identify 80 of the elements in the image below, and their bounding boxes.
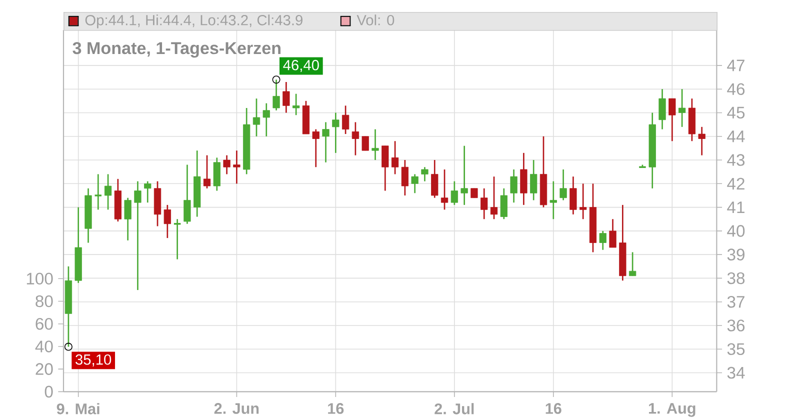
candlestick [599, 230, 606, 251]
candlestick [372, 128, 379, 161]
y-tick-label: 34 [727, 366, 745, 379]
candlestick [480, 188, 488, 220]
candlestick [134, 180, 142, 291]
candlestick [312, 128, 320, 168]
candlestick [411, 174, 418, 194]
candlestick [382, 145, 389, 192]
candlestick [500, 188, 508, 220]
x-tick-label: 16 [328, 403, 344, 414]
candlestick [431, 159, 438, 199]
candlestick [164, 204, 171, 239]
annotation: 35,10 [76, 354, 112, 366]
candlestick [490, 176, 498, 220]
candlestick [658, 88, 666, 130]
candlestick [282, 81, 290, 114]
y-tick-label: 46 [727, 83, 745, 95]
y2-tick-label: 20 [36, 363, 53, 375]
y2-tick-label: 100 [26, 272, 53, 285]
candlestick [550, 180, 557, 220]
candlestick [450, 180, 458, 206]
candlestick [292, 93, 300, 116]
y-tick-label: 39 [727, 248, 744, 260]
candlestick [570, 176, 577, 216]
candlestick [401, 159, 408, 196]
candlestick [678, 88, 686, 128]
candlestick [560, 168, 567, 201]
y-tick-label: 40 [727, 225, 745, 237]
candlestick [421, 166, 428, 182]
x-tick-label: 2. Jul [434, 403, 474, 414]
annotation: 46,40 [283, 60, 319, 72]
candlestick [510, 168, 518, 204]
candlestick [580, 182, 587, 220]
candlestick [520, 152, 528, 206]
y-tick-label: 37 [727, 296, 744, 308]
candlestick [262, 102, 270, 138]
candlestick [629, 252, 636, 277]
candlestick [609, 218, 616, 248]
y2-tick-label: 60 [36, 318, 53, 330]
candlestick [252, 98, 260, 138]
candlestick [342, 104, 350, 135]
text: Op:44.1, Hi:44.4, Lo:43.2, Cl:43.9 [85, 14, 302, 28]
candlestick [203, 154, 211, 190]
text: Vol: 0 [356, 14, 394, 26]
candlestick [233, 150, 240, 184]
x-tick-label: 9. Mai [56, 403, 100, 414]
candlestick [124, 197, 132, 242]
candlestick [104, 174, 112, 210]
candlestick [362, 136, 369, 152]
y-tick-label: 43 [727, 154, 745, 166]
text: 3 Monate, 1-Tages-Kerzen [72, 42, 280, 58]
y-tick-label: 42 [727, 178, 744, 190]
candlestick [530, 159, 538, 201]
y-tick-label: 41 [727, 202, 744, 214]
candlestick [144, 180, 152, 204]
y-tick-label: 47 [727, 60, 744, 72]
candlestick [332, 112, 340, 154]
candlestick [184, 164, 191, 225]
y-tick-label: 36 [727, 320, 745, 332]
candlestick [460, 145, 468, 206]
y2-tick-label: 80 [36, 295, 53, 308]
candlestick [470, 188, 478, 199]
y2-tick-label: 40 [35, 340, 53, 352]
candlestick [322, 122, 330, 164]
y-tick-label: 45 [727, 106, 745, 119]
x-tick-label: 1. Aug [648, 403, 696, 417]
y2-tick-label: 0 [44, 386, 53, 398]
candlestick [213, 156, 220, 192]
candlestick [668, 98, 676, 142]
candlestick [440, 168, 448, 210]
x-tick-label: 16 [546, 403, 562, 414]
x-tick-label: 2. Jun [214, 403, 259, 414]
y-tick-label: 44 [727, 130, 745, 142]
candlestick [223, 154, 230, 175]
candlestick [391, 140, 399, 175]
y-tick-label: 35 [727, 343, 745, 356]
candlestick [94, 174, 102, 210]
y-tick-label: 38 [727, 272, 745, 284]
candlestick [352, 122, 360, 156]
candlestick [698, 126, 706, 156]
